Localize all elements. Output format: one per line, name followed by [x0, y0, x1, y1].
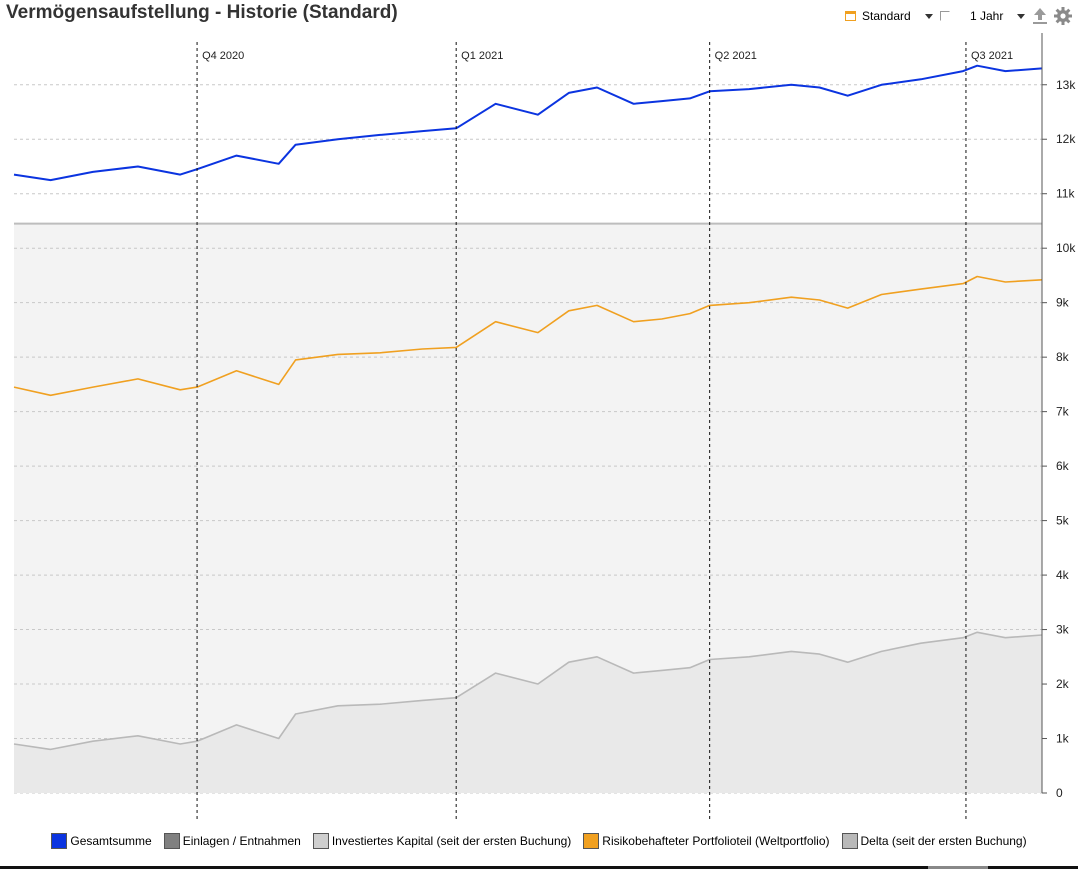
- legend-swatch: [51, 833, 68, 849]
- quarter-marker-label: Q1 2021: [461, 50, 503, 62]
- period-selector[interactable]: 1 Jahr: [970, 6, 1026, 26]
- series-line-delta-seit-der-ersten-buchung-: [13, 631, 1043, 751]
- legend-item[interactable]: Risikobehafteter Portfolioteil (Weltport…: [583, 833, 830, 849]
- history-line-chart[interactable]: Q4 2020 Q1 2021 Q2 2021 Q3 2021 0 1k 2k 3k 4k 5k…: [0, 0, 1078, 830]
- quarter-marker-label: Q3 2021: [971, 50, 1013, 62]
- calendar-icon: [845, 11, 856, 21]
- y-tick-label: 5k: [1056, 514, 1070, 528]
- chevron-down-icon: [924, 13, 933, 19]
- y-tick-label: 1k: [1056, 732, 1070, 746]
- y-tick-label: 4k: [1056, 568, 1070, 582]
- settings-button[interactable]: [1054, 6, 1072, 26]
- y-tick-label: 3k: [1056, 623, 1070, 637]
- y-tick-label: 13k: [1056, 78, 1076, 92]
- chart-legend: Gesamtsumme Einlagen / Entnahmen Investier…: [0, 831, 1078, 851]
- series-line-risikobehafteter-portfolioteil-weltportfolio-: [13, 275, 1043, 397]
- y-tick-label: 2k: [1056, 677, 1070, 691]
- gear-icon: [1054, 7, 1072, 25]
- legend-label: Investiertes Kapital (seit der ersten Bu…: [331, 834, 572, 848]
- expand-icon: [940, 11, 950, 21]
- legend-label: Delta (seit der ersten Buchung): [860, 834, 1027, 848]
- horizontal-scrollbar[interactable]: [0, 866, 1078, 869]
- scrollbar-thumb[interactable]: [928, 866, 988, 869]
- chevron-down-icon: [1017, 13, 1026, 19]
- y-tick-label: 10k: [1056, 241, 1076, 255]
- view-selector-label: Standard: [862, 9, 911, 23]
- export-button[interactable]: [1032, 6, 1048, 26]
- view-selector[interactable]: Standard: [845, 6, 933, 26]
- y-tick-label: 6k: [1056, 459, 1070, 473]
- legend-swatch: [312, 833, 329, 849]
- expand-button[interactable]: [940, 6, 950, 26]
- legend-item[interactable]: Gesamtsumme: [51, 833, 152, 849]
- quarter-marker-label: Q4 2020: [202, 50, 244, 62]
- export-icon: [1033, 8, 1047, 24]
- delta-area: [14, 632, 1042, 793]
- y-tick-label: 0: [1056, 786, 1063, 800]
- y-tick-label: 11k: [1056, 187, 1075, 201]
- series-line-gesamtsumme: [13, 64, 1043, 182]
- legend-item[interactable]: Investiertes Kapital (seit der ersten Bu…: [312, 833, 572, 849]
- legend-swatch: [583, 833, 600, 849]
- y-tick-label: 8k: [1056, 350, 1070, 364]
- legend-swatch: [163, 833, 180, 849]
- period-selector-label: 1 Jahr: [970, 9, 1004, 23]
- legend-label: Gesamtsumme: [70, 834, 152, 848]
- y-tick-label: 9k: [1056, 296, 1070, 310]
- legend-item[interactable]: Einlagen / Entnahmen: [163, 833, 301, 849]
- chart-title: Vermögensaufstellung - Historie (Standar…: [6, 2, 398, 23]
- y-tick-label: 12k: [1056, 132, 1076, 146]
- legend-item[interactable]: Delta (seit der ersten Buchung): [841, 833, 1027, 849]
- legend-swatch: [841, 833, 858, 849]
- quarter-marker-label: Q2 2021: [715, 50, 757, 62]
- legend-label: Einlagen / Entnahmen: [182, 834, 301, 848]
- y-tick-label: 7k: [1056, 405, 1070, 419]
- legend-label: Risikobehafteter Portfolioteil (Weltport…: [602, 834, 830, 848]
